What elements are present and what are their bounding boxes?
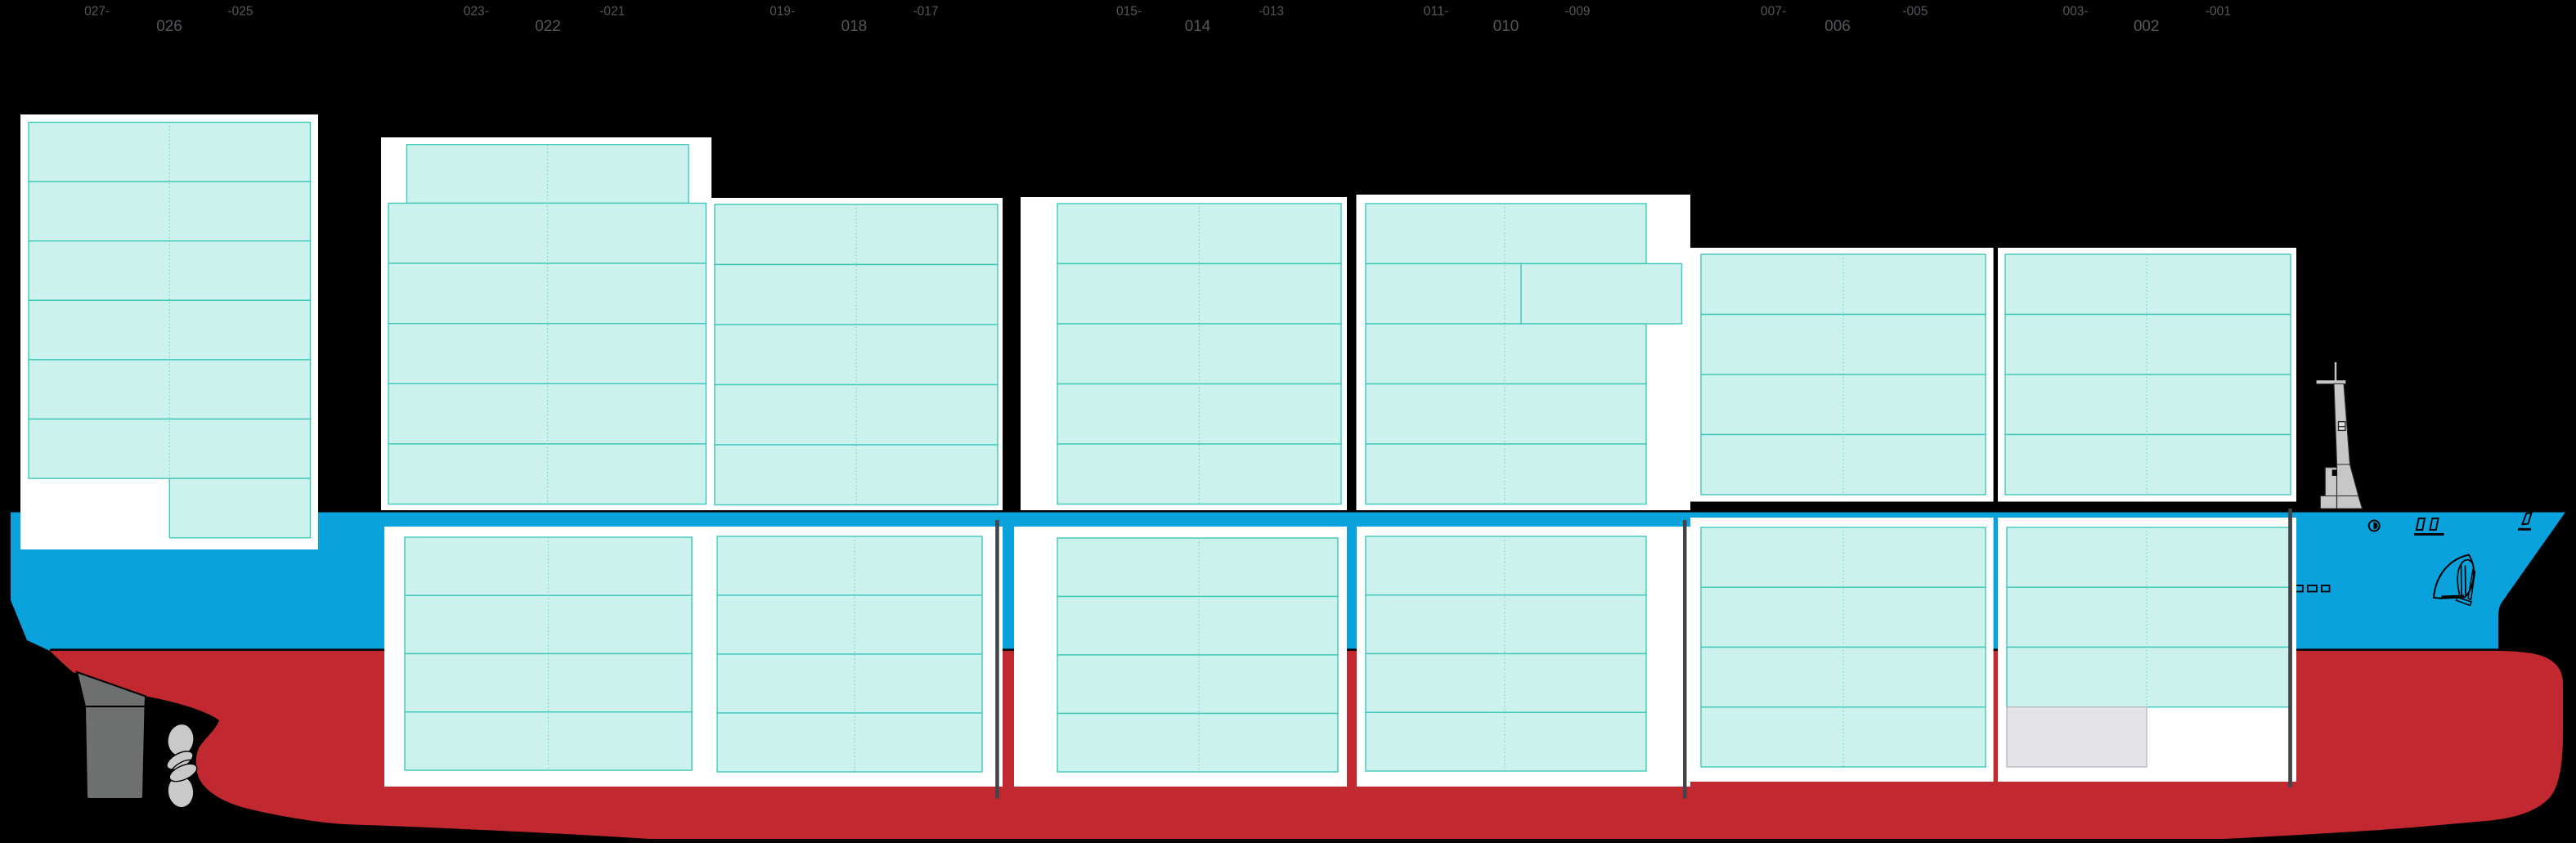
- svg-text:-005: -005: [1903, 5, 1928, 19]
- svg-text:-001: -001: [2206, 5, 2231, 19]
- svg-text:003-: 003-: [2063, 5, 2089, 19]
- svg-text:006: 006: [1824, 17, 1851, 35]
- svg-text:-009: -009: [1565, 5, 1591, 19]
- svg-text:-025: -025: [228, 5, 254, 19]
- svg-text:-017: -017: [913, 5, 939, 19]
- svg-text:011-: 011-: [1424, 5, 1449, 19]
- svg-text:014: 014: [1185, 17, 1211, 35]
- svg-text:010: 010: [1493, 17, 1519, 35]
- svg-text:018: 018: [841, 17, 868, 35]
- svg-text:-021: -021: [599, 5, 625, 19]
- svg-text:022: 022: [535, 17, 561, 35]
- svg-text:002: 002: [2134, 17, 2160, 35]
- svg-text:023-: 023-: [464, 5, 489, 19]
- svg-text:026: 026: [156, 17, 182, 35]
- svg-text:027-: 027-: [84, 5, 110, 19]
- svg-text:019-: 019-: [770, 5, 795, 19]
- svg-text:-013: -013: [1259, 5, 1284, 19]
- svg-text:015-: 015-: [1116, 5, 1142, 19]
- svg-text:007-: 007-: [1761, 5, 1786, 19]
